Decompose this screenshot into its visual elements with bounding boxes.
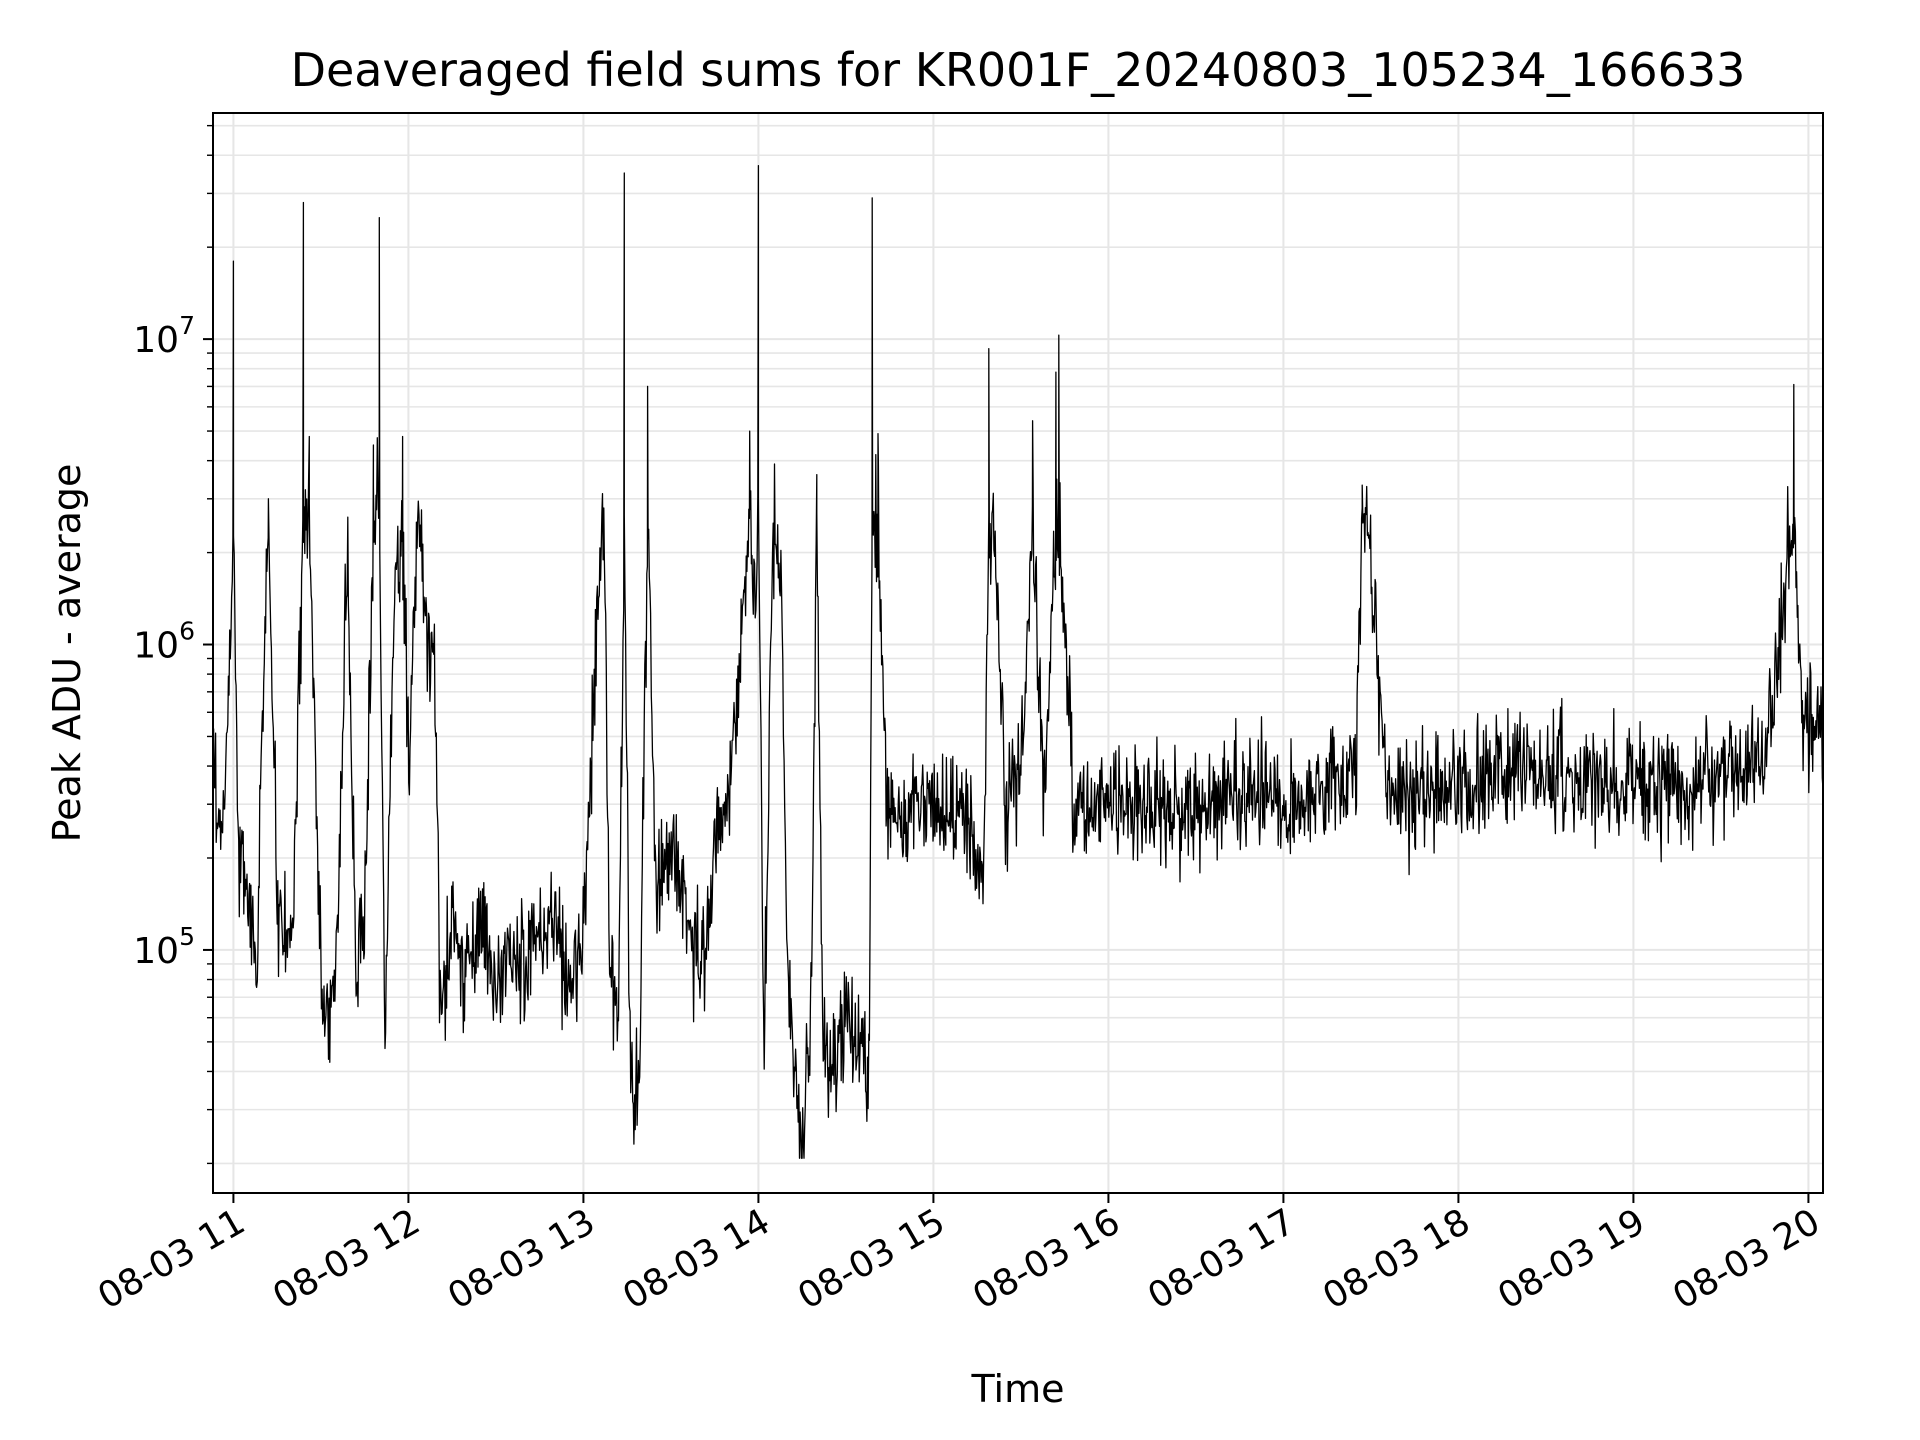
chart-title: Deaveraged field sums for KR001F_2024080…: [291, 43, 1746, 97]
series-line: [212, 164, 1824, 1159]
y-tick-label: 105: [133, 922, 195, 972]
y-axis-label: Peak ADU - average: [45, 464, 89, 843]
plot-area: [212, 164, 1824, 1159]
plot-frame: [212, 112, 1824, 1194]
x-axis-label: Time: [971, 1367, 1065, 1411]
y-tick-label: 106: [133, 617, 195, 667]
y-tick-label: 107: [133, 311, 195, 361]
y-axis: 105 106 107: [133, 124, 213, 1165]
